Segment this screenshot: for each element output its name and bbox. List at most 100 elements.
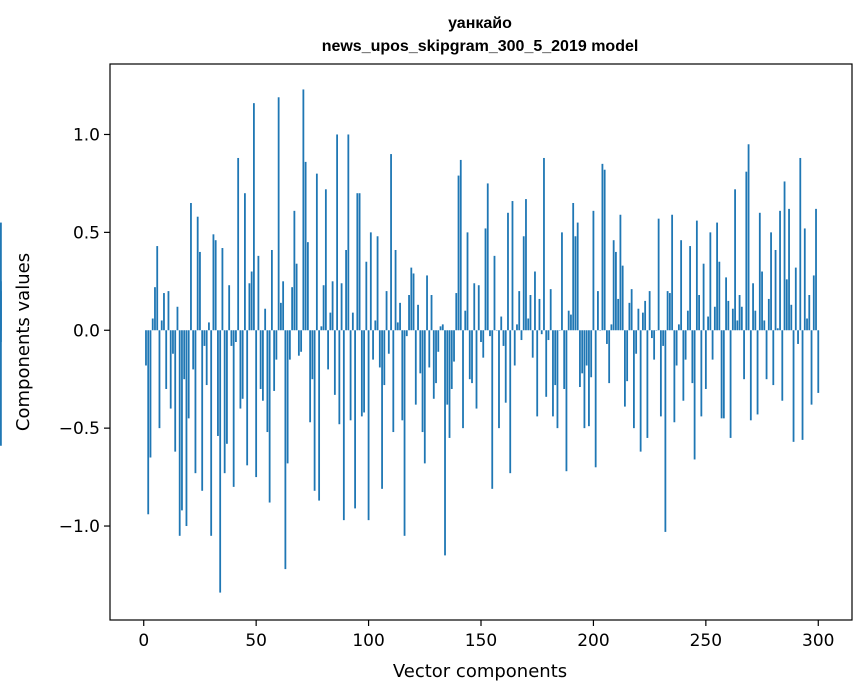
bar-141 (459, 159, 462, 331)
bar-137 (450, 330, 453, 389)
bar-29 (208, 322, 210, 331)
bar-270 (749, 330, 752, 421)
bar-82 (327, 330, 329, 370)
bar-266 (740, 306, 743, 331)
bar-131 (437, 330, 440, 352)
bar-22 (192, 330, 195, 370)
chart-title-line-2: news_upos_skipgram_300_5_2019 model (322, 38, 639, 55)
bar-93 (351, 312, 354, 331)
bar-148 (475, 330, 478, 409)
bar-162 (507, 212, 509, 331)
bar-167 (518, 291, 521, 331)
bar-74 (309, 330, 312, 423)
y-tick-label: 0.0 (73, 321, 100, 341)
bar-188 (565, 330, 568, 472)
bar-78 (318, 330, 321, 501)
bar-5 (154, 287, 156, 331)
bar-221 (639, 330, 642, 452)
bar-180 (547, 330, 550, 341)
bar-260 (727, 300, 730, 331)
bar-236 (673, 330, 676, 423)
bar-114 (399, 302, 401, 331)
bar-219 (635, 330, 638, 354)
bar-175 (536, 330, 539, 417)
bar-118 (408, 295, 410, 331)
bar-71 (302, 89, 305, 331)
bar-243 (689, 246, 692, 331)
bar-284 (781, 330, 784, 401)
bar-300 (817, 330, 820, 393)
bar-94 (354, 330, 356, 509)
bar-84 (331, 281, 334, 331)
bar-229 (657, 218, 660, 331)
bar-165 (513, 330, 516, 366)
bar-72 (304, 161, 307, 331)
bar-111 (392, 330, 395, 433)
bar-235 (671, 214, 674, 331)
bar-159 (500, 316, 503, 331)
bar-136 (448, 330, 451, 438)
bar-7 (158, 330, 161, 429)
bar-11 (167, 291, 170, 331)
bar-174 (534, 271, 536, 331)
bar-66 (291, 287, 294, 331)
bar-15 (176, 306, 179, 331)
bar-279 (770, 232, 772, 331)
bar-77 (315, 173, 318, 331)
bar-104 (376, 236, 379, 331)
bar-146 (471, 330, 473, 384)
bar-109 (387, 330, 390, 354)
bar-268 (745, 171, 748, 331)
bar-138 (453, 330, 455, 362)
bar-209 (612, 240, 615, 331)
bar-281 (774, 249, 777, 331)
y-tick-label: 0.5 (73, 223, 100, 243)
bar-290 (794, 267, 797, 331)
bar-210 (615, 251, 617, 331)
bar-291 (797, 330, 799, 344)
bar-117 (405, 330, 408, 337)
bar-132 (439, 326, 442, 331)
bar-183 (554, 330, 557, 386)
bar-113 (396, 322, 399, 331)
bar-231 (662, 330, 665, 346)
bar-88 (340, 283, 343, 331)
bar-9 (163, 293, 165, 331)
bar-105 (378, 330, 381, 368)
bar-199 (590, 330, 593, 378)
bar-2 (147, 330, 150, 515)
bar-195 (581, 330, 584, 374)
bar-undefined (0, 281, 2, 331)
bar-undefined (0, 330, 2, 446)
bar-13 (172, 330, 174, 354)
bar-247 (698, 295, 700, 331)
x-tick-label: 200 (577, 631, 609, 651)
bar-8 (160, 320, 163, 331)
ticks-layer: 0 50 100 150 200 250 300 −1.0 −0.5 0.0 0.5 1.0 (59, 125, 835, 651)
bar-264 (736, 320, 739, 331)
bar-173 (531, 330, 534, 358)
bar-119 (410, 267, 413, 331)
bar-87 (338, 330, 341, 425)
bar-194 (579, 330, 581, 388)
bar-233 (666, 291, 669, 331)
bar-59 (275, 330, 278, 360)
bar-134 (444, 330, 446, 556)
bar-41 (235, 330, 237, 342)
bar-19 (185, 330, 188, 527)
bar-69 (297, 330, 300, 356)
bar-124 (421, 330, 424, 433)
bar-47 (248, 283, 251, 331)
bar-32 (214, 240, 217, 331)
bar-265 (738, 295, 741, 331)
bar-70 (300, 330, 303, 352)
bar-192 (574, 236, 577, 331)
bar-166 (516, 324, 518, 331)
bar-256 (718, 261, 721, 331)
bar-48 (250, 271, 253, 331)
bar-211 (617, 298, 620, 331)
bar-92 (349, 330, 352, 421)
bar-198 (588, 330, 590, 427)
bar-99 (365, 261, 368, 331)
